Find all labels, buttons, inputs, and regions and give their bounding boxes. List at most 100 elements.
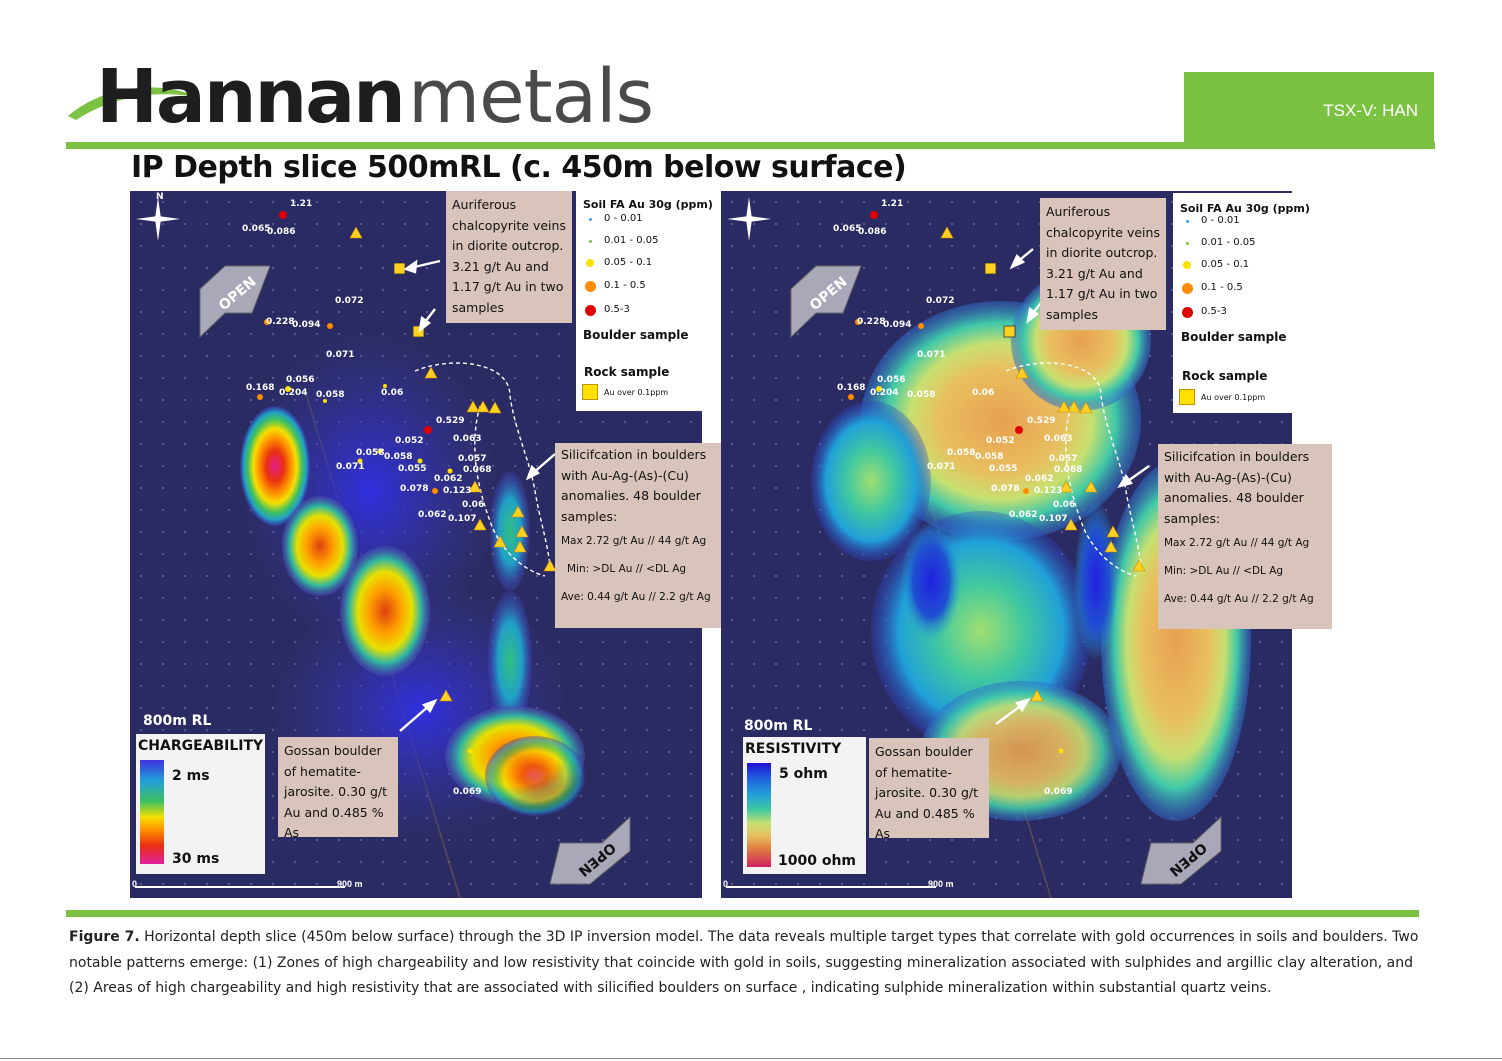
sample-value-label: 0.168 [246, 383, 274, 393]
soil-legend-right: Soil FA Au 30g (ppm) 0 - 0.01 0.01 - 0.05… [1173, 193, 1321, 413]
legend-class-label: 0.01 - 0.05 [604, 235, 659, 246]
sample-value-label: 0.058 [384, 452, 412, 462]
sample-value-label: 0.068 [1054, 465, 1082, 475]
sample-value-label: 0.069 [453, 787, 481, 797]
sample-value-label: 0.055 [398, 464, 426, 474]
chargeability-legend: CHARGEABILITY 2 ms 30 ms [136, 734, 265, 874]
svg-text:N: N [156, 192, 164, 202]
scalebar-start: 0 [723, 879, 729, 889]
scale-high-label: 1000 ohm [778, 853, 857, 869]
sample-value-label: 0.107 [448, 514, 476, 524]
chargeability-color-ramp [140, 760, 164, 864]
legend-dot-icon [588, 239, 592, 243]
legend-dot-icon [588, 217, 592, 221]
sample-value-label: 0.123 [1034, 486, 1062, 496]
header-rule [66, 142, 1435, 149]
sample-value-label: 1.21 [881, 199, 903, 209]
scale-low-label: 5 ohm [779, 766, 828, 782]
sample-value-label: 0.529 [1027, 416, 1055, 426]
sample-value-label: 0.058 [975, 452, 1003, 462]
legend-class-label: 0 - 0.01 [604, 213, 643, 224]
sample-value-label: 0.086 [858, 227, 886, 237]
callout-gossan-left: Gossan boulder of hematite-jarosite. 0.3… [278, 737, 398, 840]
sample-value-label: 0.078 [400, 484, 428, 494]
scale-high-label: 30 ms [172, 851, 220, 867]
sample-value-label: 0.056 [877, 375, 905, 385]
sample-value-label: 0.107 [1039, 514, 1067, 524]
sample-value-label: 0.068 [463, 465, 491, 475]
rock-swatch-icon [582, 384, 598, 400]
open-arrow-se-icon [549, 815, 631, 885]
sample-value-label: 0.058 [947, 448, 975, 458]
scalebar [135, 886, 345, 888]
sample-value-label: 0.072 [926, 296, 954, 306]
legend-class-label: 0.01 - 0.05 [1201, 237, 1256, 248]
sample-value-label: 0.062 [418, 510, 446, 520]
legend-class-label: 0.1 - 0.5 [604, 280, 646, 291]
callout-silicification-left: Silicifcation in boulders with Au-Ag-(As… [555, 443, 729, 628]
sample-value-label: 0.056 [286, 375, 314, 385]
sample-value-label: 0.063 [1044, 434, 1072, 444]
legend-dot-icon [584, 280, 596, 292]
legend-title: CHARGEABILITY [138, 738, 264, 754]
company-logo: Hannan metals [66, 52, 666, 142]
open-arrow-nw-icon [199, 265, 271, 339]
boulder-markers [940, 226, 1146, 702]
sample-value-label: 1.21 [290, 199, 312, 209]
scalebar [726, 886, 936, 888]
sample-value-labels: 1.210.0650.0860.0720.2280.0940.0710.0560… [242, 199, 491, 797]
sample-value-label: 0.069 [1044, 787, 1072, 797]
sample-value-label: 0.228 [857, 317, 885, 327]
north-arrow-icon [727, 197, 771, 241]
legend-soil-title: Soil FA Au 30g (ppm) [583, 198, 713, 211]
rl-label: 800m RL [143, 713, 212, 729]
page-bottom-rule [0, 1058, 1502, 1059]
sil-min: Min: >DL Au // <DL Ag [1164, 565, 1284, 577]
sample-value-label: 0.078 [991, 484, 1019, 494]
sil-min: Min: >DL Au // <DL Ag [567, 563, 687, 575]
footer-rule [66, 910, 1419, 917]
scalebar-end: 900 m [337, 879, 363, 889]
legend-class-label: 0.05 - 0.1 [1201, 259, 1250, 270]
sample-value-label: 0.529 [436, 416, 464, 426]
sample-value-label: 0.071 [917, 350, 945, 360]
rock-markers [984, 262, 1016, 338]
sample-value-label: 0.062 [434, 474, 462, 484]
legend-class-label: 0 - 0.01 [1201, 215, 1240, 226]
legend-dot-icon [584, 304, 596, 316]
caption-figure-number: Figure 7. [69, 929, 140, 945]
sil-ave: Ave: 0.44 g/t Au // 2.2 g/t Ag [561, 591, 711, 603]
legend-boulder: Boulder sample [1181, 330, 1287, 344]
callout-arrows [995, 248, 1150, 725]
sample-value-label: 0.071 [326, 350, 354, 360]
boulder-markers [349, 226, 557, 702]
sil-ave: Ave: 0.44 g/t Au // 2.2 g/t Ag [1164, 593, 1314, 605]
sample-value-label: 0.055 [989, 464, 1017, 474]
sample-value-label: 0.057 [1049, 454, 1077, 464]
open-arrow-nw-icon [790, 265, 862, 339]
legend-soil-title: Soil FA Au 30g (ppm) [1180, 202, 1310, 215]
legend-dot-icon [586, 259, 594, 267]
legend-rock: Rock sample [1182, 369, 1268, 383]
callout-arrows [399, 259, 556, 732]
legend-title: RESISTIVITY [745, 741, 842, 757]
sil-text: Silicifcation in boulders with Au-Ag-(As… [561, 447, 707, 524]
sample-value-label: 0.062 [1025, 474, 1053, 484]
rl-label: 800m RL [744, 718, 813, 734]
logo-text-bold: Hannan [96, 54, 406, 140]
north-arrow-icon: N [136, 192, 180, 241]
sample-value-label: 0.058 [316, 390, 344, 400]
rock-swatch-icon [1179, 389, 1195, 405]
sil-max: Max 2.72 g/t Au // 44 g/t Ag [1164, 537, 1310, 549]
sample-value-label: 0.094 [883, 320, 911, 330]
legend-dot-icon [1181, 306, 1193, 318]
sample-value-label: 0.204 [279, 388, 307, 398]
page-title: IP Depth slice 500mRL (c. 450m below sur… [131, 150, 907, 185]
sample-value-label: 0.071 [336, 462, 364, 472]
sample-value-label: 0.123 [443, 486, 471, 496]
legend-class-label: 0.1 - 0.5 [1201, 282, 1243, 293]
sample-markers [848, 211, 1064, 754]
sample-value-label: 0.065 [833, 224, 861, 234]
soil-legend-left: Soil FA Au 30g (ppm) 0 - 0.01 0.01 - 0.05… [576, 191, 724, 411]
sample-value-label: 0.086 [267, 227, 295, 237]
